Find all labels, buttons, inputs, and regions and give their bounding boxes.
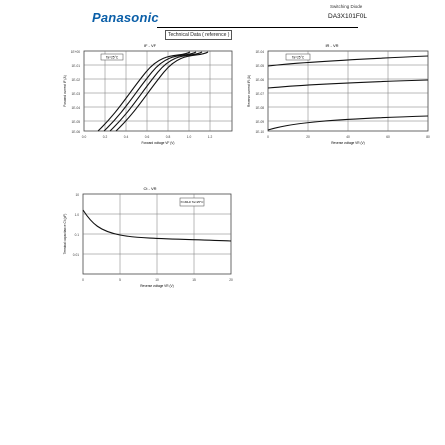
y-axis-label: Terminal capacitance Ct (pF) xyxy=(63,214,67,255)
svg-text:1E-02: 1E-02 xyxy=(71,78,80,82)
svg-text:1E-10: 1E-10 xyxy=(255,130,264,134)
x-tick-labels: 0.0 0.2 0.4 0.6 0.8 1.0 1.2 xyxy=(82,135,213,139)
graph-if-vf: IF - VF Ta=25°C 1E+00 1E-01 1E-02 1E-03 … xyxy=(63,43,233,145)
svg-text:1E-04: 1E-04 xyxy=(71,106,80,110)
y-tick-labels: 1E+00 1E-01 1E-02 1E-03 1E-04 1E-05 1E-0… xyxy=(71,50,81,134)
svg-text:0: 0 xyxy=(267,135,269,139)
plot-frame xyxy=(83,50,233,132)
x-tick-labels: 0 20 40 60 80 xyxy=(267,135,430,139)
svg-text:20: 20 xyxy=(306,135,310,139)
svg-text:20: 20 xyxy=(229,278,233,282)
svg-text:1E-06: 1E-06 xyxy=(255,78,264,82)
legend-box xyxy=(285,53,311,61)
svg-text:0.1: 0.1 xyxy=(75,233,80,237)
svg-text:1E-04: 1E-04 xyxy=(255,50,264,54)
reverse-curves xyxy=(267,55,429,131)
svg-text:5: 5 xyxy=(119,278,121,282)
section-label: Technical Data ( reference ) xyxy=(165,30,233,40)
y-axis-label: Forward current IF (A) xyxy=(63,75,67,106)
x-axis-label: Forward voltage VF (V) xyxy=(142,141,175,145)
y-axis-label: Reverse current IR (A) xyxy=(247,75,251,107)
grid-lines xyxy=(268,51,428,131)
graph-title: Ct - VR xyxy=(143,186,156,191)
svg-text:1E-07: 1E-07 xyxy=(255,92,264,96)
svg-text:10: 10 xyxy=(155,278,159,282)
svg-text:1E-08: 1E-08 xyxy=(255,106,264,110)
svg-text:0.6: 0.6 xyxy=(145,135,150,139)
svg-text:15: 15 xyxy=(192,278,196,282)
grid-lines xyxy=(83,194,231,274)
svg-text:0.01: 0.01 xyxy=(73,253,79,257)
graph-title: IF - VF xyxy=(144,43,157,48)
svg-text:1E-09: 1E-09 xyxy=(255,120,264,124)
graph-title: IR - VR xyxy=(325,43,338,48)
x-axis-label: Reverse voltage VR (V) xyxy=(140,284,173,288)
header-rule xyxy=(157,27,358,28)
graph-ir-vr: IR - VR Ta=25°C 1E-04 1E-05 1E-06 1E-07 … xyxy=(247,43,430,145)
svg-text:1E-06: 1E-06 xyxy=(71,130,80,134)
svg-text:1.2: 1.2 xyxy=(208,135,213,139)
x-axis-label: Reverse voltage VR (V) xyxy=(331,141,364,145)
svg-text:1E-05: 1E-05 xyxy=(71,120,80,124)
svg-text:40: 40 xyxy=(346,135,350,139)
document-subtitle: Switching Diode xyxy=(330,4,363,9)
grid-lines xyxy=(84,51,232,131)
part-number: DA3X101F0L xyxy=(328,13,368,20)
y-tick-labels: 1E-04 1E-05 1E-06 1E-07 1E-08 1E-09 1E-1… xyxy=(255,50,264,134)
x-tick-labels: 0 5 10 15 20 xyxy=(82,278,233,282)
svg-text:0.4: 0.4 xyxy=(124,135,129,139)
svg-text:1E-05: 1E-05 xyxy=(255,64,264,68)
svg-text:0.8: 0.8 xyxy=(166,135,171,139)
y-tick-labels: 10 1.0 0.1 0.01 xyxy=(73,193,79,257)
svg-text:0: 0 xyxy=(82,278,84,282)
legend-box xyxy=(179,197,205,207)
svg-text:80: 80 xyxy=(426,135,430,139)
svg-text:1.0: 1.0 xyxy=(75,213,80,217)
svg-text:0.2: 0.2 xyxy=(103,135,108,139)
legend-box xyxy=(100,53,124,61)
legend-text: Ta=25°C xyxy=(106,56,119,60)
svg-text:1E+00: 1E+00 xyxy=(71,50,81,54)
forward-curves xyxy=(97,51,209,132)
svg-text:10: 10 xyxy=(75,193,79,197)
legend-text: Ta=25°C xyxy=(292,56,305,60)
capacitance-curve xyxy=(82,209,232,242)
graph-ct-vr: Ct - VR f=1MHz Ta=25°C 10 1.0 0.1 0.01 0… xyxy=(63,186,233,288)
svg-text:1E-03: 1E-03 xyxy=(71,92,80,96)
svg-text:1E-01: 1E-01 xyxy=(71,64,80,68)
legend-text: f=1MHz Ta=25°C xyxy=(181,200,205,204)
svg-text:0.0: 0.0 xyxy=(82,135,87,139)
svg-text:1.0: 1.0 xyxy=(187,135,192,139)
svg-text:60: 60 xyxy=(386,135,390,139)
brand-logo: Panasonic xyxy=(92,10,159,25)
